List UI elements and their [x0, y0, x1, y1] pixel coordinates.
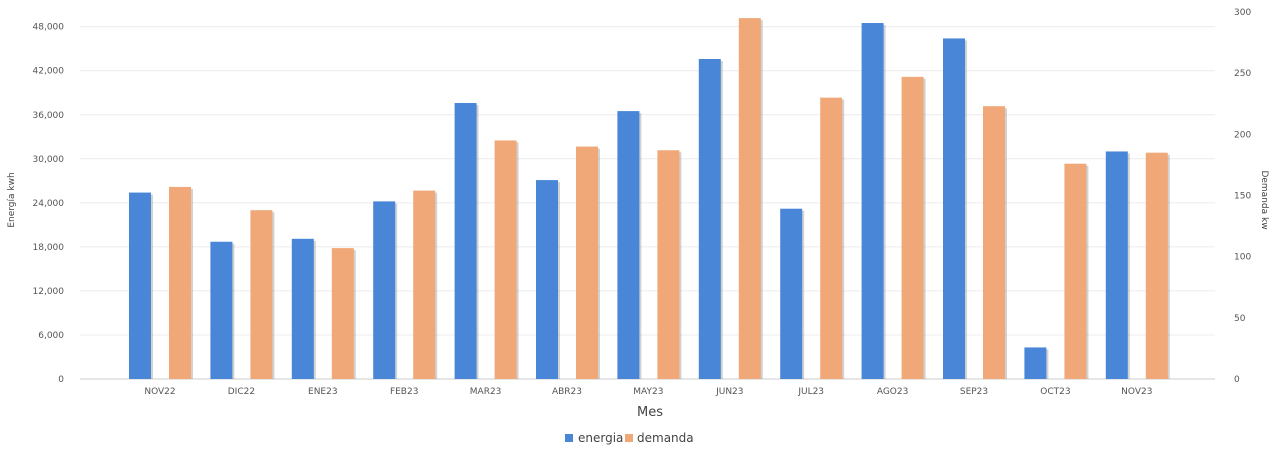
y-right-tick-label: 200: [1234, 130, 1251, 140]
bar-demanda: [331, 248, 354, 379]
y-right-tick-label: 300: [1234, 8, 1251, 18]
bar-energia: [536, 180, 558, 379]
y-right-tick-label: 0: [1234, 375, 1240, 385]
x-axis-title: Mes: [637, 405, 663, 420]
bar-demanda: [169, 186, 191, 379]
x-category-label: OCT23: [1040, 387, 1070, 397]
bar-demanda: [820, 97, 843, 379]
bar-demanda: [983, 106, 1005, 380]
x-category-label: ENE23: [308, 387, 338, 397]
bar-energia: [780, 208, 803, 379]
bar-energia: [373, 201, 396, 379]
bar-energia: [129, 192, 151, 379]
y-left-tick-label: 36,000: [33, 111, 65, 121]
left-axis-ticks: 0 6,000 12,000 18,000 24,000 30,000 36,000 42,0…: [33, 23, 65, 385]
x-category-label: JUN23: [715, 387, 743, 397]
y-right-tick-label: 100: [1234, 253, 1251, 263]
legend: energia demanda: [565, 431, 694, 445]
y-axis-left-title: Energía kwh: [7, 172, 17, 227]
legend-swatch-energia: [565, 434, 573, 442]
y-right-tick-label: 150: [1234, 192, 1251, 202]
gridlines: [80, 26, 1215, 380]
bar-energia: [454, 103, 477, 380]
bar-energia: [861, 23, 884, 379]
y-left-tick-label: 42,000: [33, 67, 65, 77]
bar-energia: [943, 38, 965, 379]
bar-demanda: [494, 140, 517, 379]
y-left-tick-label: 48,000: [33, 23, 65, 33]
bar-demanda: [738, 18, 761, 379]
bar-demanda: [576, 146, 598, 379]
x-category-label: DIC22: [228, 387, 255, 397]
bar-demanda: [413, 190, 436, 379]
x-category-label: ABR23: [552, 387, 582, 397]
y-left-tick-label: 6,000: [38, 331, 64, 341]
y-left-tick-label: 24,000: [33, 199, 65, 209]
y-left-tick-label: 18,000: [33, 243, 65, 253]
bar-demanda: [657, 150, 680, 379]
bars: [129, 18, 1170, 380]
legend-swatch-demanda: [625, 434, 633, 442]
bar-energia: [210, 241, 233, 379]
legend-label-energia: energia: [578, 431, 623, 445]
y-left-tick-label: 0: [58, 375, 64, 385]
y-axis-right-title: Demanda kw: [1259, 170, 1269, 229]
y-left-tick-label: 12,000: [33, 287, 65, 297]
y-left-tick-label: 30,000: [33, 155, 65, 165]
bar-demanda: [250, 210, 273, 379]
bar-energia: [1105, 151, 1128, 379]
category-labels: NOV22 DIC22 ENE23 FEB23 MAR23 ABR23 MAY23 JUN23…: [144, 387, 1152, 397]
x-category-label: NOV22: [144, 387, 175, 397]
bar-demanda: [1064, 163, 1087, 379]
bar-demanda: [901, 76, 924, 379]
bar-energia: [291, 238, 314, 379]
x-category-label: MAY23: [633, 387, 663, 397]
bar-demanda: [1145, 152, 1168, 379]
x-category-label: AGO23: [877, 387, 909, 397]
x-category-label: FEB23: [390, 387, 419, 397]
bar-energia: [1024, 347, 1047, 379]
x-category-label: JUL23: [797, 387, 824, 397]
x-category-label: NOV23: [1121, 387, 1152, 397]
x-category-label: MAR23: [470, 387, 502, 397]
right-axis-ticks: 0 50 100 150 200 250 300: [1234, 8, 1251, 385]
y-right-tick-label: 250: [1234, 69, 1251, 79]
bar-energia: [698, 58, 721, 379]
legend-label-demanda: demanda: [637, 431, 694, 445]
y-right-tick-label: 50: [1234, 314, 1246, 324]
bar-energia: [617, 111, 640, 379]
x-category-label: SEP23: [960, 387, 988, 397]
